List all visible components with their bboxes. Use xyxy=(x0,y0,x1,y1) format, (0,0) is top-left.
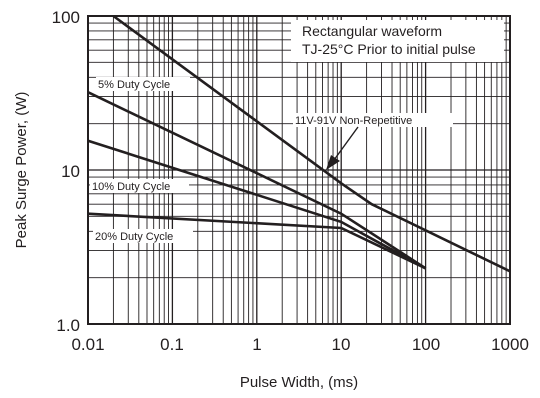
x-tick-label-100: 100 xyxy=(412,335,440,354)
x-tick-label-10: 10 xyxy=(332,335,351,354)
annotation-waveform: Rectangular waveform xyxy=(302,23,442,39)
annotation-box xyxy=(291,20,504,62)
label-non-repetitive: 11V-91V Non-Repetitive xyxy=(295,115,412,127)
grid xyxy=(88,16,510,324)
y-tick-label-100: 100 xyxy=(52,8,80,27)
label-5pct-duty: 5% Duty Cycle xyxy=(98,79,170,91)
plot-frame xyxy=(87,15,511,325)
y-axis-label: Peak Surge Power, (W) xyxy=(13,92,30,249)
y-tick-label-1: 1.0 xyxy=(56,316,80,335)
non-repetitive-leader xyxy=(333,126,359,161)
series-line-0 xyxy=(112,14,511,273)
y-tick-label-10: 10 xyxy=(61,162,80,181)
x-axis-label: Pulse Width, (ms) xyxy=(240,374,358,391)
label-bg-non-repetitive xyxy=(293,113,453,127)
label-bg-5pct xyxy=(96,77,190,91)
x-tick-label-1: 1 xyxy=(252,335,261,354)
non-repetitive-arrowhead xyxy=(326,155,340,170)
series-line-2 xyxy=(87,139,427,270)
label-bg-20pct xyxy=(93,229,193,243)
x-tick-label-1000: 1000 xyxy=(491,335,529,354)
series-layer xyxy=(87,14,511,273)
annotation-temperature: TJ-25°C Prior to initial pulse xyxy=(302,41,476,57)
label-bg-10pct xyxy=(90,179,189,193)
series-line-3 xyxy=(87,212,427,270)
x-tick-label-0.1: 0.1 xyxy=(160,335,184,354)
label-10pct-duty: 10% Duty Cycle xyxy=(92,181,170,193)
label-20pct-duty: 20% Duty Cycle xyxy=(95,231,173,243)
series-line-1 xyxy=(87,91,427,270)
x-tick-label-0.01: 0.01 xyxy=(71,335,104,354)
